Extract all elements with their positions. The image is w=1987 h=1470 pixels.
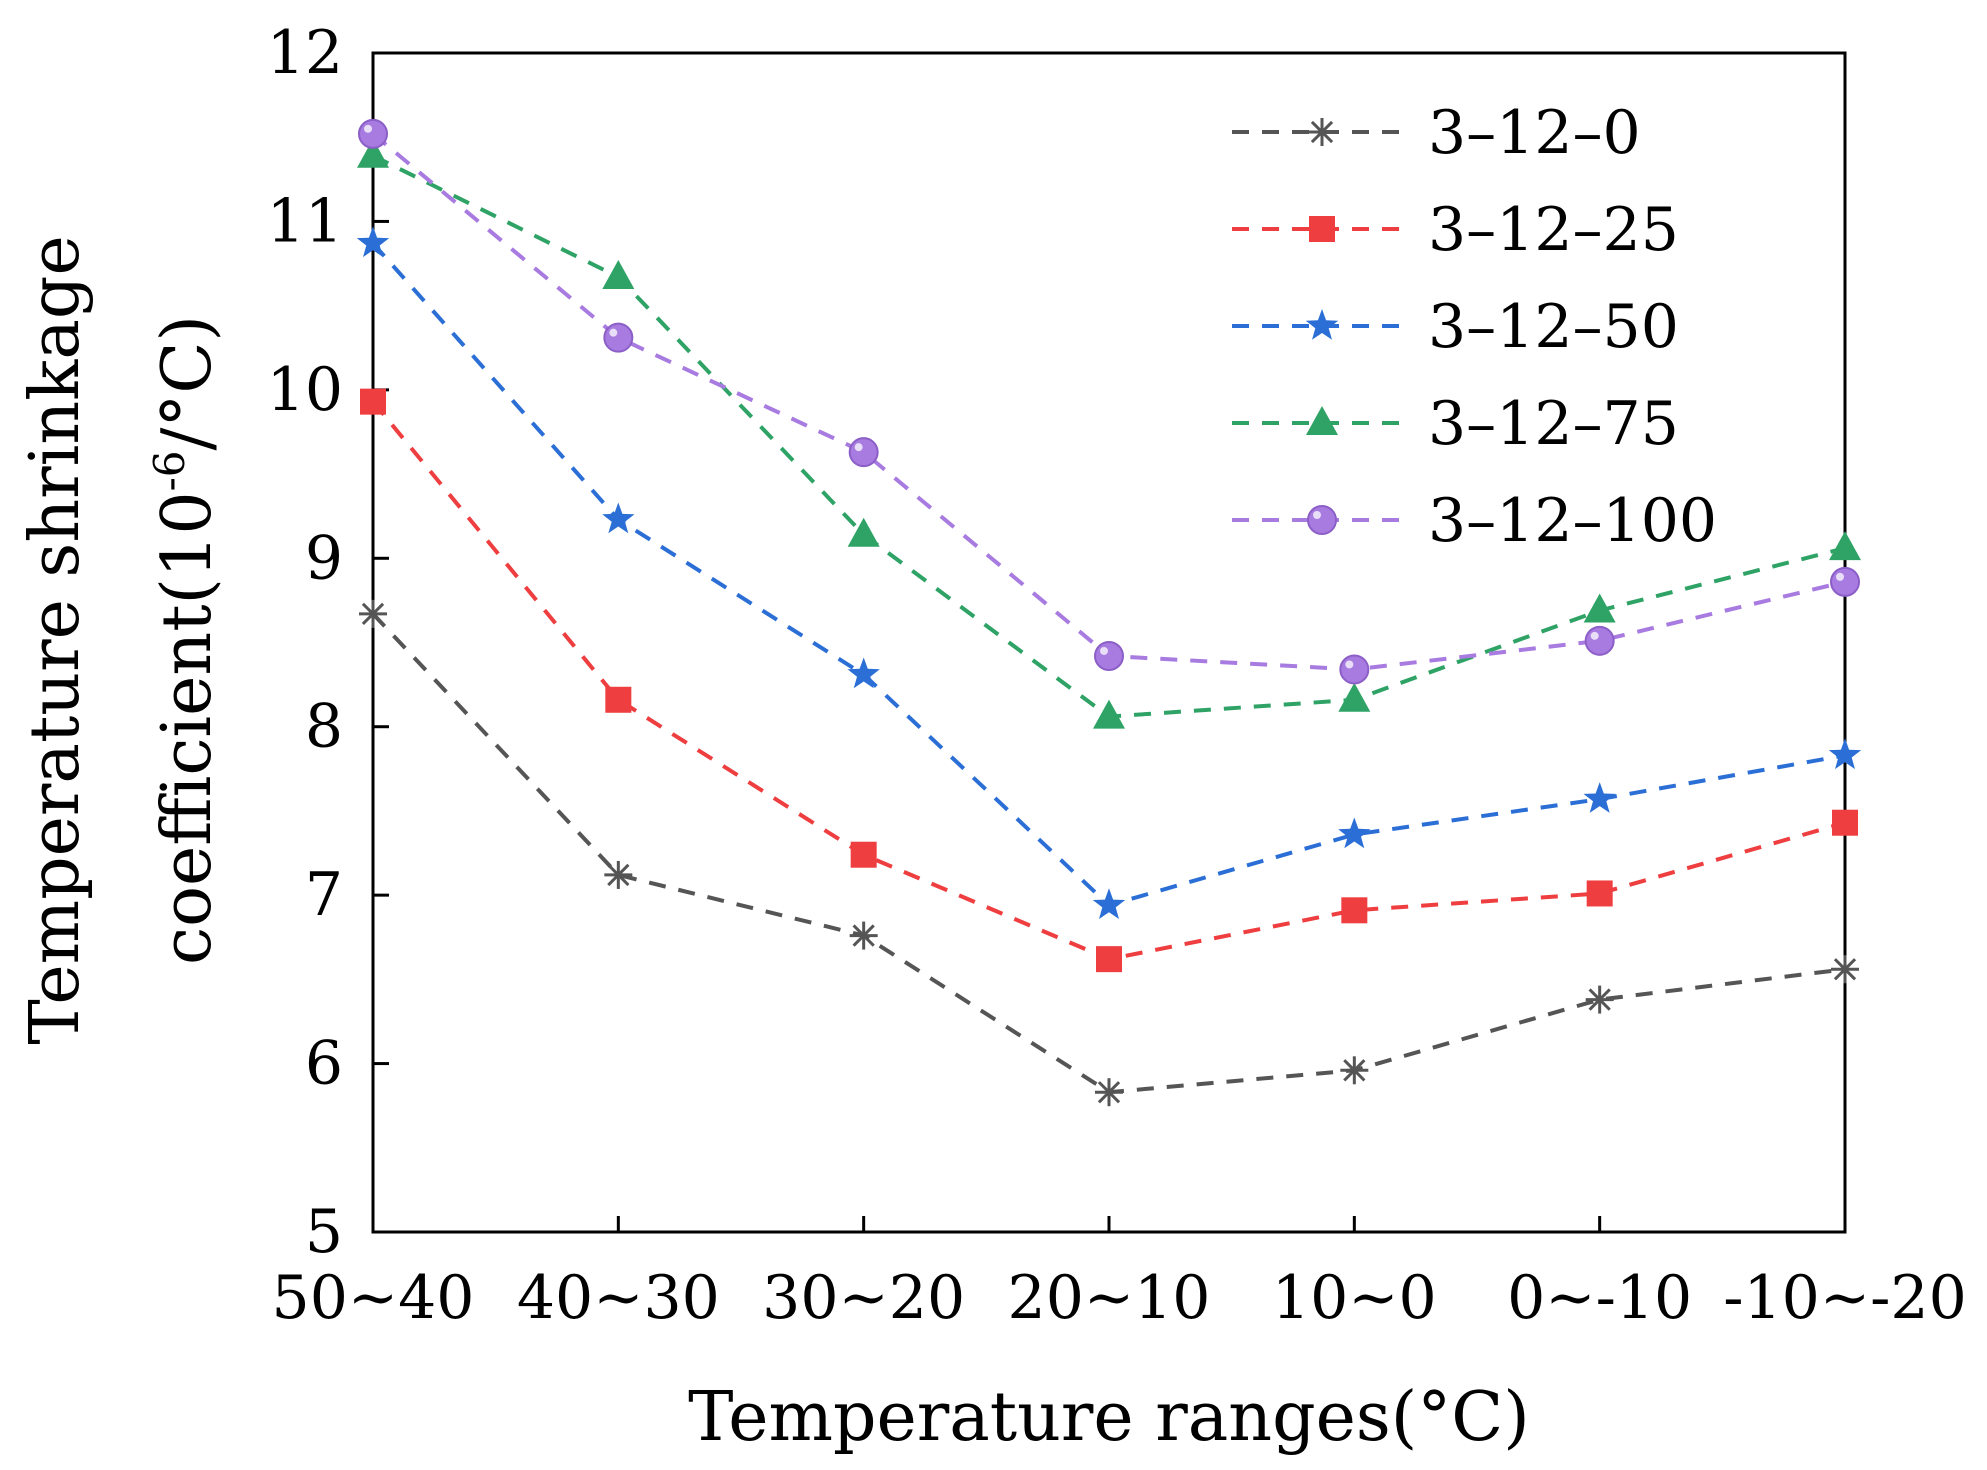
data-point: [1584, 625, 1615, 656]
data-point: [1095, 1078, 1123, 1107]
legend-label: 3–12–25: [1428, 195, 1679, 265]
data-point: [1093, 699, 1125, 729]
data-point: [848, 437, 879, 468]
legend-label: 3–12–75: [1428, 389, 1679, 459]
data-point: [1583, 593, 1616, 623]
legend-label: 3–12–0: [1428, 98, 1641, 168]
data-point: [1340, 1056, 1369, 1085]
data-point: [1092, 888, 1126, 919]
data-point: [1094, 640, 1124, 671]
y-axis-title-line1: Temperature shrinkage: [16, 235, 95, 1044]
data-point: [850, 841, 877, 868]
x-tick-label: 0~-10: [1507, 1263, 1692, 1333]
data-point: [847, 657, 880, 689]
data-point: [849, 921, 878, 950]
data-point: [1831, 955, 1859, 984]
y-tick-label: 7: [305, 860, 343, 930]
x-axis: 50~40 40~30 30~20 20~10 10~0 0~-10 -10~-20: [272, 1216, 1967, 1333]
data-point: [358, 118, 388, 149]
x-tick-label: 20~10: [1008, 1263, 1211, 1333]
x-axis-title: Temperature ranges(°C): [688, 1378, 1530, 1457]
y-tick-label: 12: [267, 18, 343, 88]
data-point: [1583, 782, 1616, 813]
data-point: [1338, 682, 1371, 712]
legend-item: 3–12–0: [1232, 98, 1641, 168]
data-point: [602, 260, 635, 290]
y-tick-label: 8: [305, 692, 343, 762]
x-tick-label: 30~20: [762, 1263, 965, 1333]
y-tick-label: 10: [267, 355, 343, 425]
data-point: [356, 226, 390, 258]
data-point: [604, 860, 633, 889]
y-axis-title-line2-group: coefficient(10-6/°C): [145, 315, 227, 965]
y-axis: 5 6 7 8 9 10 11 12: [267, 18, 389, 1267]
y-axis-title-line2: coefficient(10-6/°C): [145, 315, 227, 965]
data-point: [1096, 946, 1122, 973]
x-tick-label: 40~30: [517, 1263, 720, 1333]
data-point: [360, 388, 386, 415]
data-point: [1830, 566, 1860, 597]
legend-label: 3–12–50: [1428, 292, 1679, 362]
legend-label: 3–12–100: [1428, 486, 1717, 556]
data-point: [1585, 985, 1614, 1014]
legend-marker: [1305, 309, 1339, 340]
series-line-1: [371, 612, 1846, 1095]
data-point: [605, 686, 632, 713]
data-point: [1832, 809, 1858, 836]
legend-marker: [1307, 505, 1337, 535]
data-point: [1339, 654, 1370, 685]
y-axis-title-line2-prefix: coefficient(10: [148, 491, 227, 965]
data-point: [847, 517, 880, 547]
y-axis-title-line2-exponent: -6: [145, 450, 194, 491]
x-tick-label: 10~0: [1272, 1263, 1437, 1333]
x-tick-label: 50~40: [272, 1263, 475, 1333]
plot-area: 50~40 40~30 30~20 20~10 10~0 0~-10 -10~-20 5 6 7…: [267, 18, 1967, 1333]
data-point: [357, 138, 389, 168]
y-tick-label: 11: [267, 186, 343, 256]
data-point: [1338, 817, 1371, 849]
data-point: [1829, 531, 1861, 561]
data-point: [603, 322, 634, 353]
data-point: [1586, 880, 1613, 907]
legend-marker: [1306, 406, 1338, 435]
y-tick-label: 5: [305, 1197, 343, 1267]
legend-marker: [1309, 216, 1335, 242]
y-tick-label: 6: [305, 1029, 343, 1099]
data-point: [1341, 897, 1368, 924]
legend-item: 3–12–25: [1232, 195, 1679, 265]
x-tick-label: -10~-20: [1723, 1263, 1967, 1333]
y-tick-label: 9: [305, 523, 343, 593]
y-axis-title-line2-suffix: /°C): [148, 315, 227, 450]
series-markers: [356, 118, 1862, 1107]
legend-marker: [1308, 118, 1336, 146]
data-point: [359, 599, 387, 628]
legend: 3–12–0 3–12–25 3–12–50 3–12–75 3–12–100: [1232, 98, 1717, 556]
legend-item: 3–12–50: [1232, 292, 1679, 362]
data-point: [1828, 738, 1862, 770]
y-axis-title: Temperature shrinkage: [16, 235, 95, 1044]
legend-item: 3–12–75: [1232, 389, 1679, 459]
data-point: [602, 502, 635, 534]
legend-item: 3–12–100: [1232, 486, 1717, 556]
